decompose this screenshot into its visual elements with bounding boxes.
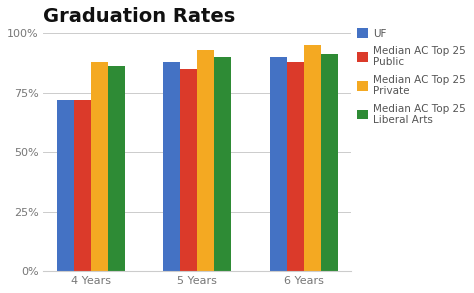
Bar — [287, 62, 303, 271]
Bar — [270, 57, 287, 271]
Bar — [57, 100, 74, 271]
Bar — [320, 54, 337, 271]
Bar — [197, 50, 214, 271]
Bar — [74, 100, 91, 271]
Bar — [303, 45, 320, 271]
Bar — [91, 62, 108, 271]
Legend: UF, Median AC Top 25
Public, Median AC Top 25
Private, Median AC Top 25
Liberal : UF, Median AC Top 25 Public, Median AC T… — [357, 28, 466, 125]
Text: Graduation Rates: Graduation Rates — [44, 7, 236, 26]
Bar — [108, 67, 125, 271]
Bar — [214, 57, 231, 271]
Bar — [164, 62, 181, 271]
Bar — [181, 69, 197, 271]
